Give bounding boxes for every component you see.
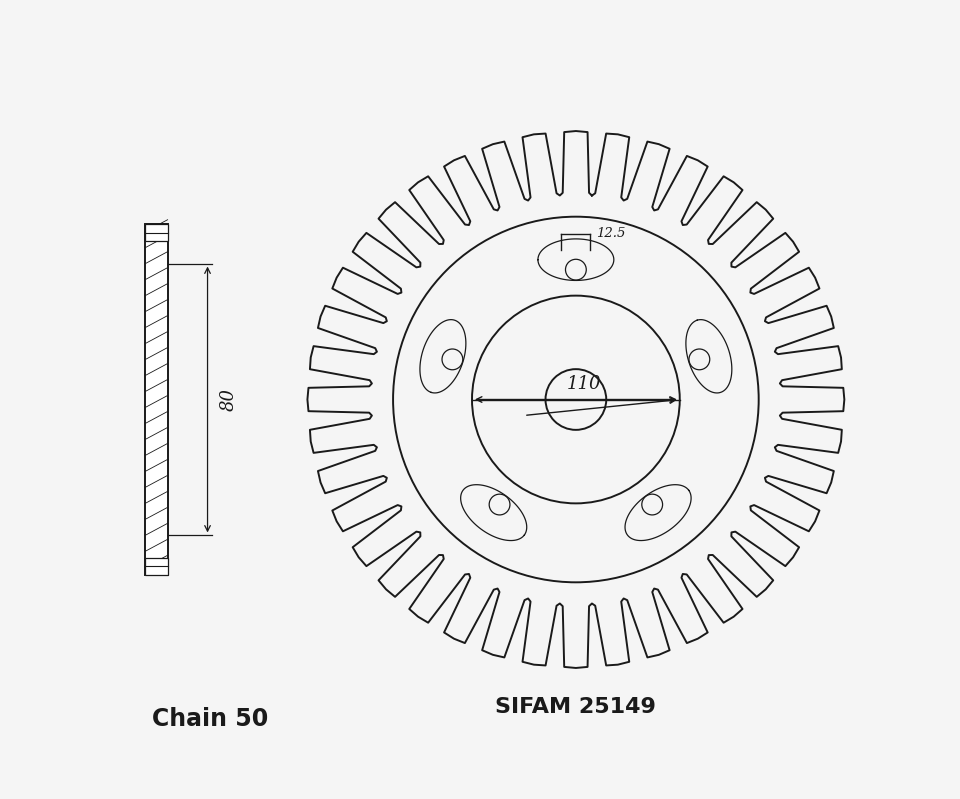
Bar xyxy=(145,224,168,575)
Bar xyxy=(145,558,168,575)
Text: SIFAM 25149: SIFAM 25149 xyxy=(495,697,657,718)
Text: Chain 50: Chain 50 xyxy=(153,707,269,731)
Text: 12.5: 12.5 xyxy=(596,227,625,240)
Text: 110: 110 xyxy=(566,375,601,393)
Bar xyxy=(145,224,168,241)
Text: 80: 80 xyxy=(220,388,237,411)
